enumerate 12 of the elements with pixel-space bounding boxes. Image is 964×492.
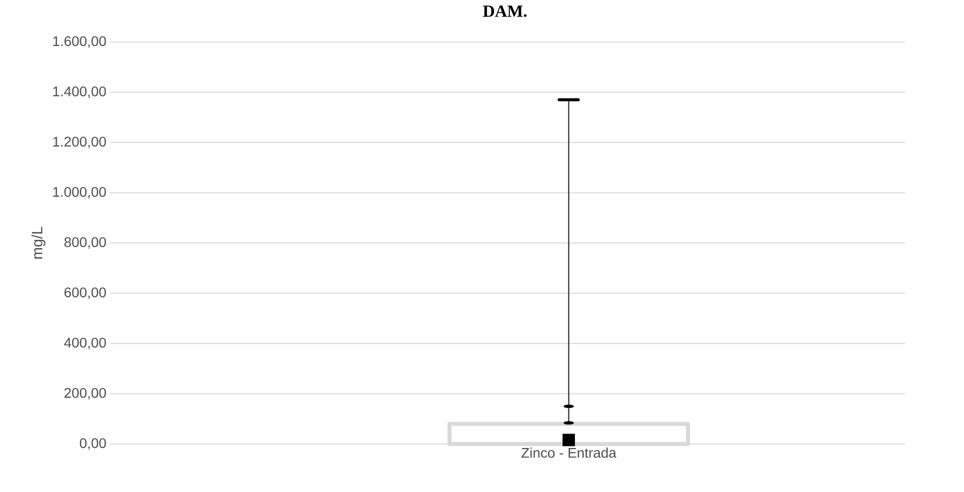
y-tick-label: 400,00 bbox=[64, 338, 106, 350]
y-tick-label: 1.600,00 bbox=[53, 36, 106, 48]
y-tick-label: 1.200,00 bbox=[53, 136, 106, 148]
y-tick-label: 1.000,00 bbox=[53, 186, 106, 199]
y-tick-label: 800,00 bbox=[64, 237, 106, 249]
y-tick-label: 600,00 bbox=[64, 287, 106, 300]
chart-title: DAM. bbox=[482, 6, 527, 17]
x-tick-label: Zinco - Entrada bbox=[521, 448, 616, 458]
y-axis-title: mg/L bbox=[31, 226, 46, 259]
y-tick-label: 0,00 bbox=[80, 438, 106, 450]
y-tick-label: 200,00 bbox=[64, 388, 106, 400]
y-tick-label: 1.400,00 bbox=[53, 86, 106, 98]
